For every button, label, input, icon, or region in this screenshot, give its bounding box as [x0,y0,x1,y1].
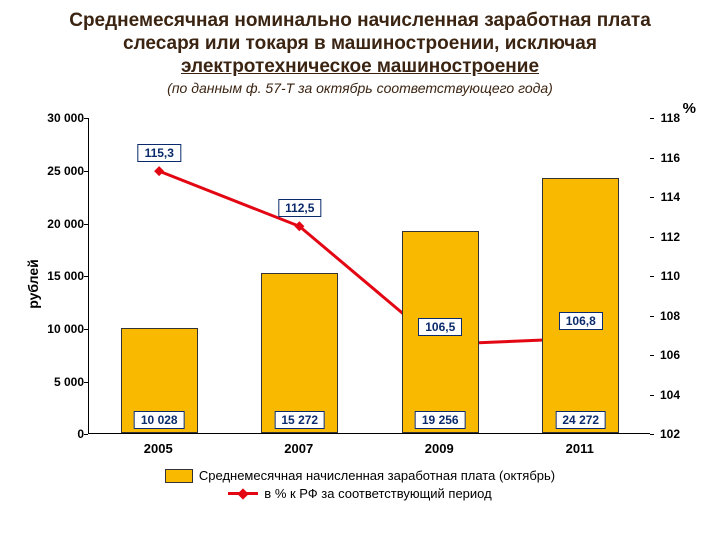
chart-title: Среднемесячная номинально начисленная за… [20,10,700,78]
plot-area: 10 028 15 272 19 256 24 272 115,3 112,5 106,5 1… [88,118,650,434]
chart-container: рублей % 10 02815 27219 25624 272115,311… [30,104,690,464]
bar: 10 028 [121,328,198,434]
legend-bar-label: Среднемесячная начисленная заработная пл… [199,468,555,483]
y-right-tick: 106 [660,348,680,362]
y-right-tick: 104 [660,388,680,402]
chart-subtitle: (по данным ф. 57-Т за октябрь соответств… [20,80,700,96]
legend-line-label: в % к РФ за соответствующий период [264,486,491,501]
y-right-tick: 114 [661,190,680,204]
bar-value-label: 24 272 [555,411,606,429]
y-left-tick: 5 000 [40,375,84,389]
bar: 15 272 [261,273,338,434]
title-line3: электротехническое машиностроение [181,56,539,77]
y-right-tick: 116 [661,151,680,165]
y-axis-right-label: % [683,100,696,117]
y-right-tick: 110 [661,269,680,283]
line-value-label: 112,5 [278,199,321,217]
x-category-label: 2007 [284,441,313,456]
y-left-tick: 20 000 [40,217,84,231]
title-line2: слесаря или токаря в машиностроении, иск… [123,33,597,54]
y-axis-left-label: рублей [25,260,41,310]
x-category-label: 2009 [425,441,454,456]
bar: 24 272 [542,178,619,434]
x-category-label: 2011 [566,441,594,456]
x-category-label: 2005 [144,441,173,456]
y-left-tick: 15 000 [40,269,84,283]
y-left-tick: 30 000 [40,111,84,125]
legend-line-swatch [228,492,258,495]
title-line1: Среднемесячная номинально начисленная за… [69,10,651,31]
line-value-label: 106,5 [418,318,462,336]
legend-line-row: в % к РФ за соответствующий период [60,486,660,501]
y-right-tick: 102 [660,427,680,441]
legend: Среднемесячная начисленная заработная пл… [60,468,660,501]
y-right-tick: 112 [661,230,680,244]
bar-value-label: 19 256 [415,411,466,429]
bar-value-label: 10 028 [134,411,185,429]
y-right-tick: 118 [661,111,680,125]
y-right-tick: 108 [660,309,680,323]
line-value-label: 115,3 [138,144,181,162]
line-value-label: 106,8 [559,312,603,330]
y-left-tick: 0 [40,427,84,441]
y-left-tick: 25 000 [40,164,84,178]
legend-bar-row: Среднемесячная начисленная заработная пл… [60,468,660,483]
legend-bar-swatch [165,469,193,483]
bar-value-label: 15 272 [274,411,325,429]
y-left-tick: 10 000 [40,322,84,336]
